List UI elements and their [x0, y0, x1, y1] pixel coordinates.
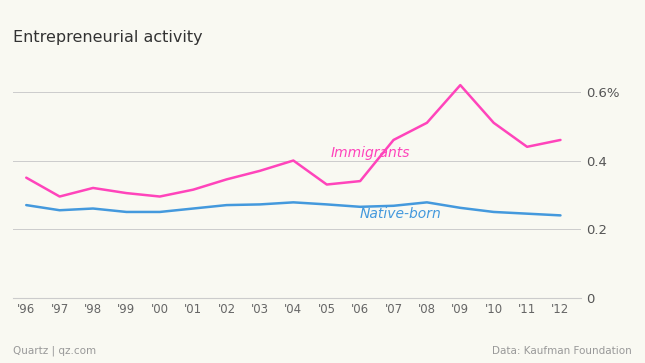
Text: Immigrants: Immigrants [330, 146, 410, 160]
Text: Entrepreneurial activity: Entrepreneurial activity [13, 30, 203, 45]
Text: Quartz | qz.com: Quartz | qz.com [13, 345, 96, 356]
Text: Data: Kaufman Foundation: Data: Kaufman Foundation [492, 346, 632, 356]
Text: Native-born: Native-born [359, 207, 441, 221]
